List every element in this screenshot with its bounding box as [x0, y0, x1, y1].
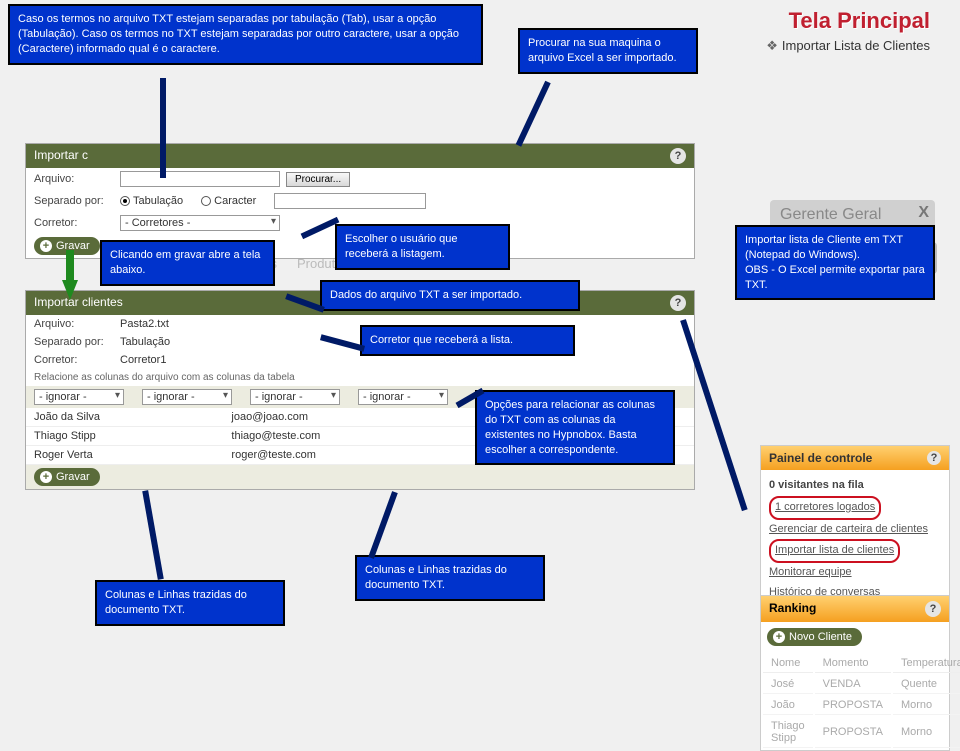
ranking-title: Ranking — [769, 601, 816, 617]
panel1-title: Importar c — [34, 148, 88, 164]
ranking-panel: Ranking ? +Novo Cliente NomeMomentoTempe… — [760, 595, 950, 751]
panel-importar-top: Importar c ? Arquivo: Procurar... Separa… — [25, 143, 695, 259]
table-row: Thiago Stipp thiago@teste.com 11-1111111 — [26, 427, 694, 446]
relacione-text: Relacione as colunas do arquivo com as c… — [34, 372, 295, 383]
table-row: João da Silva joao@joao.com 00-0000000 — [26, 408, 694, 427]
user-badge: Gerente Geral X — [770, 200, 935, 230]
arquivo-label: Arquivo: — [34, 173, 114, 185]
help-icon[interactable]: ? — [925, 601, 941, 617]
col-sel-2[interactable]: - ignorar - — [142, 389, 232, 405]
gravar-button-top[interactable]: +Gravar — [34, 237, 100, 255]
control-title: Painel de controle — [769, 451, 872, 465]
corretores-logados-link[interactable]: 1 corretores logados — [769, 496, 881, 520]
corr2-label: Corretor: — [34, 354, 114, 366]
procurar-button[interactable]: Procurar... — [286, 172, 350, 187]
help-icon[interactable]: ? — [670, 295, 686, 311]
gravar-button-bottom[interactable]: +Gravar — [34, 468, 100, 486]
control-panel: Painel de controle ? 0 visitantes na fil… — [760, 445, 950, 610]
sep2-val: Tabulação — [120, 336, 170, 348]
table-row: Roger Verta roger@teste.com 22-2222222 — [26, 446, 694, 465]
radio-caracter[interactable]: Caracter — [201, 195, 256, 207]
col-sel-4[interactable]: - ignorar - — [358, 389, 448, 405]
sep2-label: Separado por: — [34, 336, 114, 348]
radio-tabul[interactable]: Tabulação — [120, 195, 183, 207]
novo-cliente-button[interactable]: +Novo Cliente — [767, 628, 862, 646]
separado-label: Separado por: — [34, 195, 114, 207]
corretor-select[interactable]: - Corretores - — [120, 215, 280, 231]
importar-link[interactable]: Importar lista de clientes — [769, 539, 900, 563]
arquivo2-label: Arquivo: — [34, 318, 114, 330]
control-visitors: 0 visitantes na fila 1 corretores logado… — [769, 476, 941, 520]
panel-importar-clientes: Importar clientes ? Arquivo: Pasta2.txt S… — [25, 290, 695, 490]
arquivo2-val: Pasta2.txt — [120, 318, 169, 330]
corr2-val: Corretor1 — [120, 354, 166, 366]
help-icon[interactable]: ? — [670, 148, 686, 164]
caracter-input[interactable] — [274, 193, 426, 209]
col-sel-1[interactable]: - ignorar - — [34, 389, 124, 405]
avatar — [905, 242, 937, 274]
gerenciar-link[interactable]: Gerenciar de carteira de clientes — [769, 520, 941, 540]
panel2-title: Importar clientes — [34, 295, 123, 311]
user-name: Gerente Geral — [780, 206, 881, 223]
close-icon[interactable]: X — [918, 204, 929, 222]
col-sel-3[interactable]: - ignorar - — [250, 389, 340, 405]
corretor-label: Corretor: — [34, 217, 114, 229]
imported-table: João da Silva joao@joao.com 00-0000000 T… — [26, 408, 694, 465]
monitorar-link[interactable]: Monitorar equipe — [769, 563, 941, 583]
help-icon[interactable]: ? — [927, 451, 941, 465]
arquivo-input[interactable] — [120, 171, 280, 187]
